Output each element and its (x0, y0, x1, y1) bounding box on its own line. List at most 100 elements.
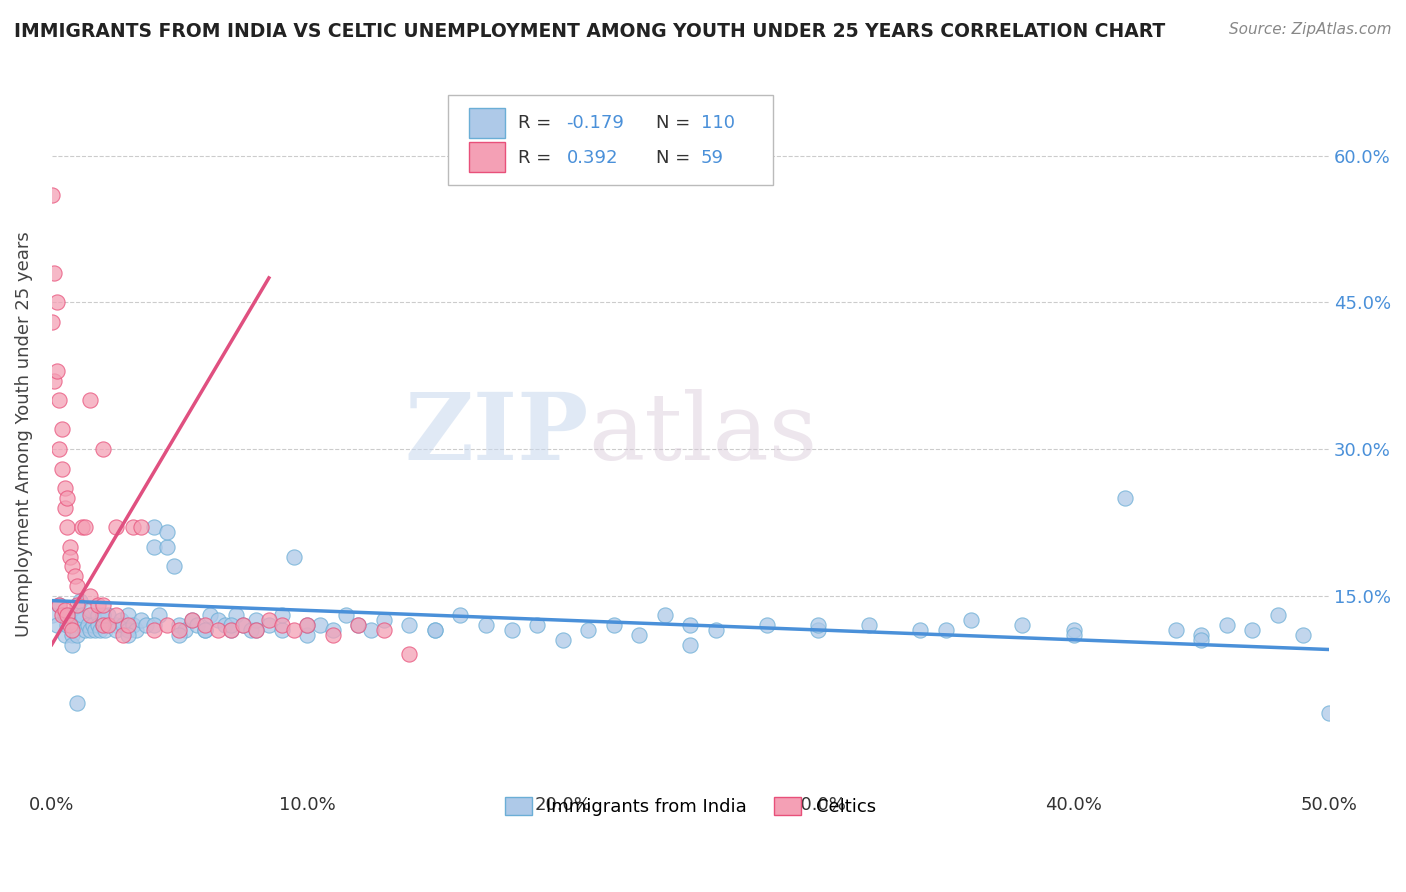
Point (704, 623, 727, 637)
Point (347, 618, 370, 632)
Point (309, 618, 332, 632)
Point (1267, 608, 1289, 623)
Point (142, 540, 165, 554)
Point (125, 623, 148, 637)
Point (960, 613, 983, 627)
Point (240, 623, 263, 637)
Point (129, 613, 152, 627)
Point (59, 608, 82, 623)
Point (72, 520, 94, 534)
Point (56, 618, 79, 632)
Point (87, 599, 110, 613)
Point (807, 623, 830, 637)
Point (89, 623, 111, 637)
Point (270, 608, 292, 623)
Text: 0.392: 0.392 (567, 149, 619, 167)
Point (198, 608, 221, 623)
Text: -0.179: -0.179 (567, 114, 624, 132)
Point (112, 628, 135, 642)
Point (551, 632, 574, 647)
Point (1063, 623, 1085, 637)
Point (129, 520, 152, 534)
Point (1011, 618, 1033, 632)
Text: IMMIGRANTS FROM INDIA VS CELTIC UNEMPLOYMENT AMONG YOUTH UNDER 25 YEARS CORRELAT: IMMIGRANTS FROM INDIA VS CELTIC UNEMPLOY… (14, 22, 1166, 41)
Point (51, 422, 73, 436)
Point (169, 618, 191, 632)
Point (232, 618, 254, 632)
Point (142, 623, 165, 637)
Point (169, 628, 191, 642)
Point (135, 618, 157, 632)
Text: ZIP: ZIP (404, 390, 588, 479)
Point (756, 618, 779, 632)
Point (66, 579, 89, 593)
Point (858, 618, 880, 632)
Point (181, 613, 204, 627)
Point (117, 628, 139, 642)
Point (283, 549, 305, 564)
Point (628, 628, 651, 642)
Point (603, 618, 626, 632)
Point (373, 613, 395, 627)
Point (87, 618, 110, 632)
Point (295, 618, 318, 632)
Point (117, 623, 139, 637)
Point (156, 618, 179, 632)
Point (117, 618, 139, 632)
Point (910, 623, 932, 637)
Point (219, 623, 242, 637)
Point (1216, 618, 1239, 632)
Point (91, 608, 114, 623)
Point (87, 608, 110, 623)
Point (66, 696, 89, 710)
Point (219, 618, 242, 632)
Point (295, 628, 318, 642)
Text: 110: 110 (700, 114, 734, 132)
Point (110, 613, 132, 627)
Point (53, 500, 76, 515)
Text: N =: N = (655, 149, 696, 167)
Point (122, 520, 145, 534)
Point (60, 638, 83, 652)
Point (450, 608, 472, 623)
Point (45, 295, 67, 310)
Point (59, 618, 82, 632)
Point (76, 618, 98, 632)
Point (53, 628, 76, 642)
Point (117, 608, 139, 623)
Point (79, 393, 101, 408)
Point (257, 618, 280, 632)
Point (73, 520, 96, 534)
Point (335, 608, 357, 623)
Point (60, 623, 83, 637)
Point (97, 608, 120, 623)
Point (82, 618, 104, 632)
Point (69, 593, 91, 607)
Point (679, 638, 702, 652)
Point (1164, 623, 1187, 637)
Point (207, 623, 229, 637)
Point (142, 618, 165, 632)
Point (194, 623, 217, 637)
Point (104, 520, 127, 534)
Point (66, 618, 89, 632)
Point (79, 608, 101, 623)
Point (44, 266, 66, 280)
Point (232, 618, 254, 632)
Point (112, 618, 135, 632)
Point (475, 618, 498, 632)
Point (44, 374, 66, 388)
Point (91, 618, 114, 632)
Point (173, 623, 195, 637)
Point (270, 623, 292, 637)
Point (156, 525, 179, 540)
Point (84, 623, 107, 637)
Point (181, 613, 204, 627)
Point (104, 623, 127, 637)
Point (41, 608, 63, 623)
Point (1292, 628, 1315, 642)
Point (41, 315, 63, 329)
Point (79, 589, 101, 603)
Text: atlas: atlas (588, 390, 817, 479)
Point (56, 520, 79, 534)
